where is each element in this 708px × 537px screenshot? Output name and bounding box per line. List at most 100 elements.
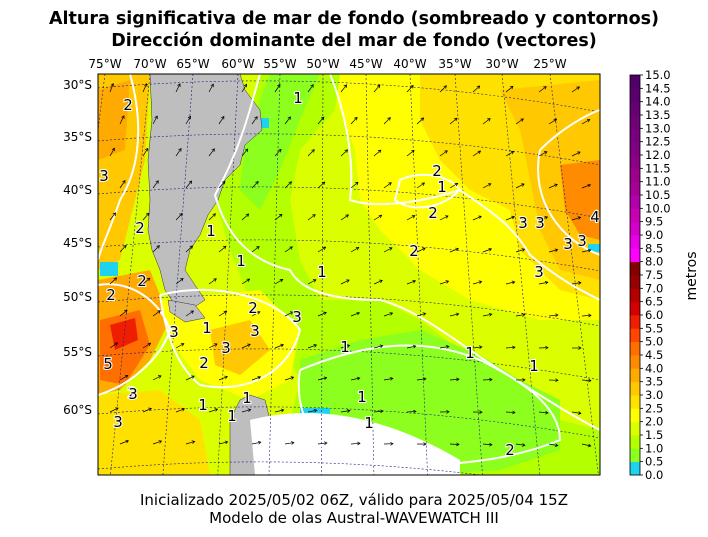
vector-arrow (581, 443, 591, 447)
vector-arrow (439, 85, 447, 93)
vector-arrow (274, 149, 282, 157)
vector-arrow (152, 375, 162, 381)
vector-arrow-head (145, 212, 150, 217)
contour-label: 1 (340, 338, 350, 356)
colorbar-segment (630, 235, 640, 249)
parallel-line (98, 348, 600, 381)
colorbar-tick-label: 11.0 (645, 175, 671, 189)
vector-arrow (208, 213, 216, 221)
vector-arrow-head (310, 84, 314, 88)
vector-arrow-head (148, 407, 152, 412)
vector-arrow-head (189, 245, 194, 249)
vector-arrow-head (323, 311, 327, 316)
vector-arrow-head (487, 118, 491, 122)
parallel-line (98, 80, 600, 113)
contour-label: 3 (563, 235, 573, 253)
vector-arrow-head (411, 215, 416, 219)
vector-arrow (152, 310, 161, 317)
vector-arrow (416, 378, 426, 381)
contour-label: 2 (409, 242, 419, 260)
colorbar-tick-label: 1.5 (645, 428, 663, 442)
contour-2m-mid (159, 288, 302, 389)
vector-arrow (208, 408, 218, 413)
vector-arrow (284, 376, 294, 381)
vector-arrow (505, 346, 515, 349)
vector-arrow (274, 279, 283, 285)
contour-3m-sw (98, 283, 172, 396)
vector-arrow (208, 83, 214, 93)
vector-arrow (175, 278, 184, 285)
vector-arrow-head (125, 439, 130, 444)
vector-arrow (185, 310, 194, 317)
vector-arrow (449, 248, 459, 253)
vector-arrow (406, 280, 416, 285)
colorbar-tick-label: 3.5 (645, 375, 663, 389)
vector-arrow-head (422, 312, 427, 316)
vector-arrow (383, 378, 393, 381)
lon-label: 25°W (533, 57, 566, 71)
vector-arrow (482, 183, 492, 189)
vector-arrow-head (123, 244, 127, 249)
vector-arrow-head (544, 216, 549, 220)
vector-arrow (571, 282, 581, 285)
vector-arrow (152, 180, 159, 189)
field-west-3-5m (98, 80, 130, 160)
vector-arrow (307, 84, 314, 93)
vector-arrow-head (257, 440, 262, 445)
vector-arrow-head (377, 149, 382, 154)
latitude-labels: 30°S 35°S 40°S 45°S 50°S 55°S 60°S (63, 78, 92, 417)
vector-arrow (208, 343, 218, 349)
vector-arrow (439, 346, 449, 349)
vector-arrow-head (181, 407, 186, 412)
vector-arrow-head (313, 344, 318, 348)
footer-init-valid: Inicializado 2025/05/02 06Z, válido para… (140, 491, 568, 509)
vector-arrow (505, 281, 515, 285)
contour-label: 3 (250, 322, 260, 340)
colorbar-segment (630, 208, 640, 223)
lat-label: 55°S (63, 345, 92, 359)
vector-arrow-head (390, 441, 394, 446)
vector-arrow (472, 215, 482, 221)
vector-arrow (119, 310, 128, 317)
vector-arrow (406, 85, 414, 93)
colorbar-tick-label: 6.5 (645, 295, 663, 309)
vector-arrow (241, 343, 251, 349)
colorbar-segment (630, 261, 640, 276)
vector-arrow (416, 117, 424, 125)
footer-model: Modelo de olas Austral-WAVEWATCH III (209, 509, 499, 527)
vector-arrow (373, 345, 383, 349)
vector-arrow (515, 314, 525, 317)
lat-label: 50°S (63, 290, 92, 304)
vector-arrow (340, 214, 349, 221)
vector-arrow (383, 117, 391, 125)
vector-arrow (571, 151, 581, 157)
vector-arrow-head (311, 149, 315, 153)
vector-arrow (317, 116, 325, 125)
vector-arrow-head (111, 147, 115, 152)
colorbar-segment (630, 101, 640, 116)
vector-arrow-head (509, 85, 514, 90)
parallel-line (98, 294, 600, 327)
vector-arrow-head (346, 279, 350, 283)
field-sw-5-5m (110, 318, 138, 350)
vector-arrow (251, 246, 260, 253)
vector-arrow (251, 181, 259, 189)
vector-arrow-head (379, 279, 383, 284)
vector-arrow-head (488, 247, 493, 252)
colorbar-segment (630, 368, 640, 383)
vector-arrow (340, 410, 350, 413)
vector-arrow-head (423, 377, 427, 381)
vector-arrow (152, 115, 158, 125)
vector-arrow (119, 115, 125, 125)
vector-arrow (175, 148, 182, 157)
colorbar-tick-label: 10.0 (645, 201, 671, 215)
vector-arrow-head (476, 85, 481, 89)
colorbar-segment (630, 328, 640, 343)
colorbar-tick-label: 12.5 (645, 135, 671, 149)
colorbar-segment (630, 128, 640, 143)
vector-arrow-head (321, 181, 326, 186)
vector-arrow-head (191, 375, 195, 379)
contour-label: 1 (198, 396, 208, 414)
colorbar-segment (630, 115, 640, 129)
